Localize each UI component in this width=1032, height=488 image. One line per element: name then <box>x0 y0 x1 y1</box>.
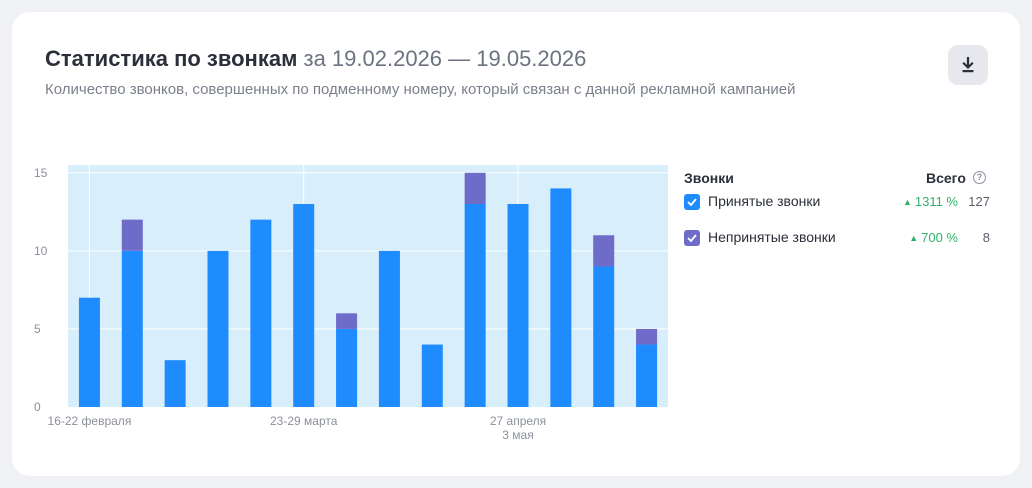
bar-answered <box>421 344 443 407</box>
call-stats-card: Статистика по звонкам за 19.02.2026 — 19… <box>12 12 1020 476</box>
y-tick-label: 15 <box>34 166 48 180</box>
y-tick-label: 5 <box>34 322 41 336</box>
bar-answered <box>636 344 658 407</box>
bar-answered <box>250 219 272 407</box>
legend-total: 127 <box>968 194 990 209</box>
arrow-up-icon: ▲ <box>909 233 919 243</box>
bar-missed <box>636 328 658 345</box>
checkbox-missed[interactable] <box>684 230 700 246</box>
bar-answered <box>507 204 529 407</box>
bar-missed <box>336 313 358 329</box>
change-badge: ▲ 1311 % <box>902 194 958 209</box>
checkbox-answered[interactable] <box>684 194 700 210</box>
period-text: за 19.02.2026 — 19.05.2026 <box>303 46 587 71</box>
title-text: Статистика по звонкам <box>45 46 298 71</box>
page-title: Статистика по звонкам за 19.02.2026 — 19… <box>45 46 586 72</box>
x-tick-label: 23-29 марта <box>270 414 338 428</box>
legend-header-total: Всего <box>926 170 966 186</box>
bar-missed <box>464 172 486 205</box>
bar-answered <box>464 204 486 407</box>
y-tick-label: 10 <box>34 244 48 258</box>
x-tick-label: 27 апреля <box>490 414 546 428</box>
x-tick-label: 3 мая <box>502 428 533 442</box>
arrow-up-icon: ▲ <box>902 197 912 207</box>
bar-answered <box>78 297 100 407</box>
page-subtitle: Количество звонков, совершенных по подме… <box>45 81 796 98</box>
x-tick-label: 16-22 февраля <box>48 414 132 428</box>
y-tick-label: 0 <box>34 400 41 414</box>
bar-answered <box>207 250 229 407</box>
bar-missed <box>593 235 615 267</box>
bar-answered <box>550 188 572 407</box>
check-icon <box>687 234 697 242</box>
legend-header-name: Звонки <box>684 170 734 186</box>
download-button[interactable] <box>948 45 988 85</box>
plot-background <box>68 165 668 407</box>
calls-bar-chart: 0 5 10 15 16-22 февраля 23-29 марта 27 апреля3… <box>34 165 668 442</box>
legend-item-missed[interactable]: Непринятые звонки ▲ 700 % 8 <box>684 228 990 248</box>
bar-answered <box>593 266 615 407</box>
bar-answered <box>336 328 358 407</box>
legend-label: Принятые звонки <box>708 193 821 209</box>
check-icon <box>687 198 697 206</box>
bar-missed <box>121 219 143 251</box>
legend-label: Непринятые звонки <box>708 229 836 245</box>
bar-answered <box>293 204 315 407</box>
help-icon[interactable]: ? <box>973 171 986 184</box>
change-badge: ▲ 700 % <box>909 230 958 245</box>
download-icon <box>962 57 974 73</box>
bar-answered <box>164 360 186 407</box>
bar-answered <box>378 250 400 407</box>
legend-total: 8 <box>982 230 990 245</box>
bar-answered <box>121 250 143 407</box>
legend-item-answered[interactable]: Принятые звонки ▲ 1311 % 127 <box>684 192 990 212</box>
